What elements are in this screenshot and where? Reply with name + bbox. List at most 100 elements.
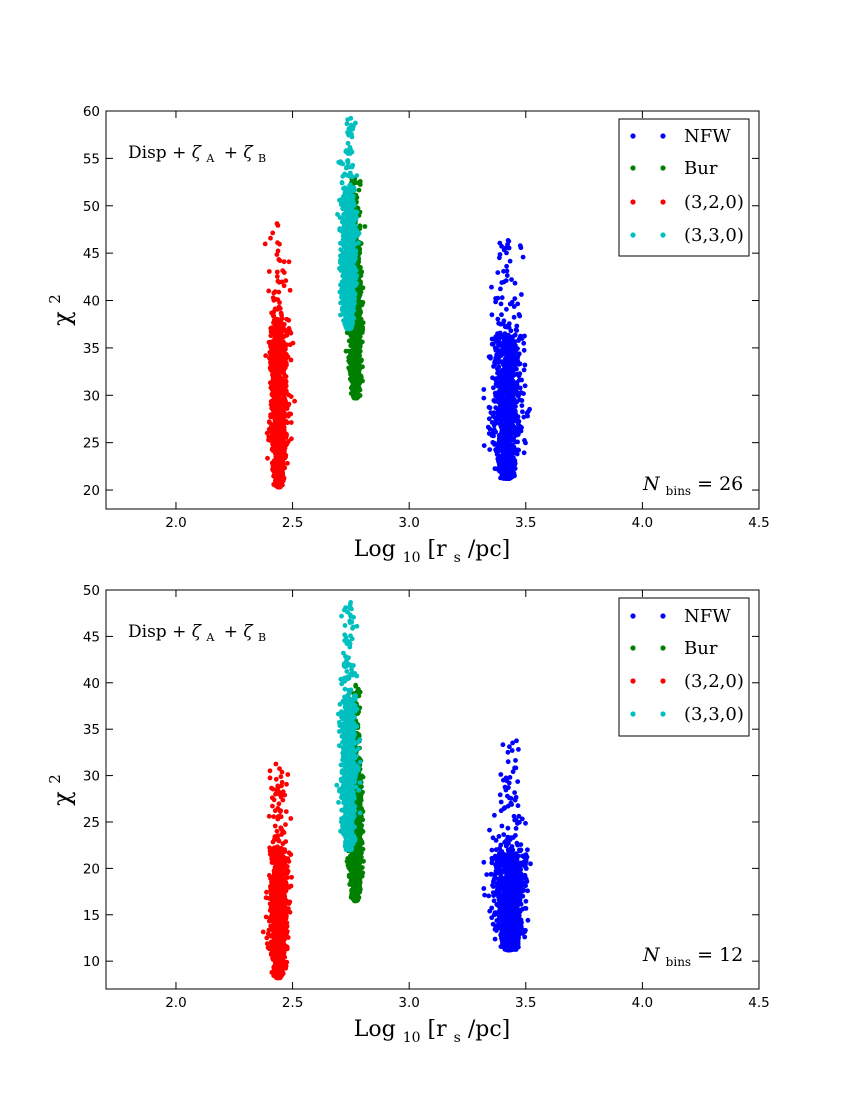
legend-marker	[660, 165, 666, 171]
data-point	[498, 403, 503, 409]
data-point	[274, 384, 280, 390]
annotation-zeta-a: ζ	[192, 143, 203, 163]
data-point	[345, 158, 350, 164]
data-point	[507, 370, 512, 375]
data-point	[274, 474, 280, 480]
data-point	[284, 406, 290, 411]
xlabel-sub: 10	[403, 550, 421, 566]
y-tick-label: 55	[83, 151, 100, 167]
data-point	[501, 456, 506, 462]
data-point	[489, 341, 495, 347]
legend-marker	[660, 133, 666, 139]
data-point	[348, 207, 354, 213]
data-point	[274, 393, 280, 399]
data-point	[289, 436, 294, 442]
data-point	[500, 379, 506, 384]
nbins-var: N	[642, 473, 661, 495]
data-point	[346, 323, 351, 329]
data-point	[342, 185, 348, 191]
data-point	[277, 258, 283, 264]
data-point	[499, 470, 504, 476]
data-point	[491, 440, 497, 446]
data-point	[281, 259, 287, 265]
data-point	[268, 235, 273, 241]
data-point	[507, 442, 513, 448]
data-point	[344, 239, 349, 245]
data-point	[356, 351, 362, 357]
data-point	[493, 299, 498, 305]
legend-marker	[630, 165, 636, 171]
data-point	[270, 346, 275, 352]
data-point	[514, 328, 520, 333]
data-point	[352, 362, 357, 368]
data-point	[281, 411, 287, 416]
data-point	[493, 338, 499, 344]
data-point	[270, 430, 275, 435]
x-tick-label: 4.0	[632, 515, 653, 531]
data-point	[275, 371, 281, 377]
data-point	[286, 259, 292, 265]
data-point	[513, 447, 519, 453]
data-point	[492, 399, 498, 404]
legend: NFW Bur (3,2,0) (3,3,0)	[618, 118, 750, 257]
legend-marker	[660, 199, 666, 205]
data-point	[262, 241, 268, 247]
data-point	[498, 348, 504, 353]
data-point	[358, 308, 363, 314]
nbins-eq: =	[697, 473, 713, 495]
legend-marker	[660, 232, 666, 238]
data-point	[337, 215, 343, 221]
data-point	[528, 861, 533, 867]
data-point	[506, 377, 512, 382]
data-point	[508, 426, 514, 432]
data-point	[354, 173, 360, 179]
data-point	[286, 317, 292, 323]
data-point	[278, 320, 284, 326]
data-point	[481, 886, 487, 891]
data-point	[348, 340, 354, 345]
x-tick-label: 2.5	[282, 515, 303, 531]
data-point	[506, 238, 512, 244]
x-tick-label: 2.0	[165, 515, 186, 531]
data-point	[345, 151, 351, 156]
data-point	[517, 371, 523, 376]
x-tick-label: 3.0	[398, 515, 419, 531]
data-point	[493, 356, 499, 362]
data-point	[486, 404, 492, 410]
data-point	[272, 320, 278, 326]
data-point	[505, 430, 511, 436]
xlabel-post: /pc]	[468, 537, 510, 562]
data-point	[267, 420, 272, 425]
data-point	[516, 361, 521, 367]
data-point	[511, 412, 517, 417]
data-point	[286, 326, 292, 331]
data-point	[510, 378, 516, 384]
data-point	[492, 361, 498, 367]
data-point	[497, 399, 502, 405]
data-point	[350, 162, 355, 168]
data-point	[284, 342, 289, 348]
data-point	[268, 434, 274, 440]
data-point	[354, 209, 360, 215]
y-tick-label: 50	[83, 199, 100, 215]
data-point	[273, 363, 279, 369]
data-point	[355, 341, 361, 347]
data-point	[338, 159, 343, 165]
data-point	[346, 132, 351, 138]
nbins-sub: bins	[666, 484, 691, 498]
data-point	[493, 296, 498, 301]
data-point	[270, 332, 276, 337]
x-axis-label: Log 10 [r s /pc]	[354, 537, 510, 568]
data-point	[499, 295, 505, 301]
data-point	[495, 366, 500, 372]
data-point	[354, 281, 360, 286]
data-point	[509, 299, 515, 305]
data-point	[278, 442, 284, 447]
data-point	[514, 323, 520, 329]
data-point	[500, 426, 505, 432]
data-point	[515, 390, 520, 396]
data-point	[354, 336, 360, 342]
annotation-plus: +	[172, 143, 186, 163]
data-point	[518, 333, 523, 339]
